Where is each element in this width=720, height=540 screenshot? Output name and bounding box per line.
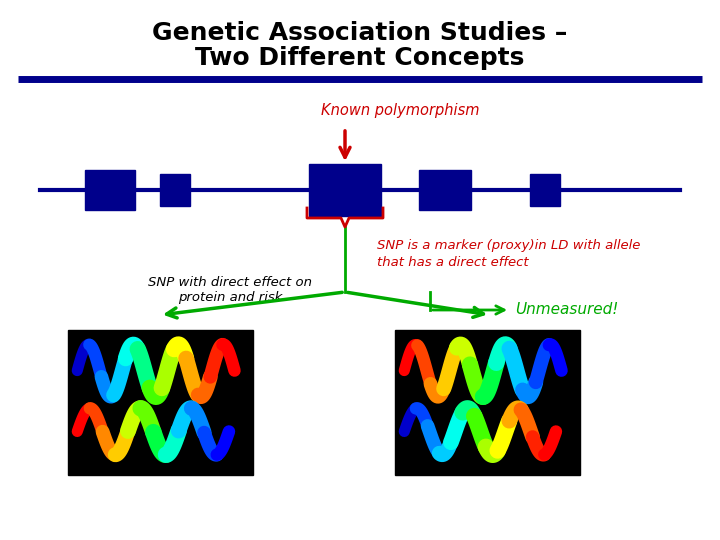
Text: protein and risk: protein and risk — [178, 292, 282, 305]
Text: SNP is a marker (proxy)in LD with allele: SNP is a marker (proxy)in LD with allele — [377, 239, 640, 252]
Bar — [160, 174, 190, 206]
Bar — [530, 174, 560, 206]
Bar — [309, 164, 381, 216]
Bar — [395, 330, 580, 475]
Text: Known polymorphism: Known polymorphism — [320, 103, 480, 118]
Bar — [68, 330, 253, 475]
Bar — [85, 170, 135, 210]
Bar — [68, 330, 253, 475]
Text: Genetic Association Studies –: Genetic Association Studies – — [153, 21, 567, 45]
Bar — [395, 330, 580, 475]
Text: Two Different Concepts: Two Different Concepts — [195, 46, 525, 70]
Text: SNP with direct effect on: SNP with direct effect on — [148, 275, 312, 288]
Text: that has a direct effect: that has a direct effect — [377, 255, 528, 268]
Bar — [419, 170, 471, 210]
Text: Unmeasured!: Unmeasured! — [515, 302, 618, 318]
